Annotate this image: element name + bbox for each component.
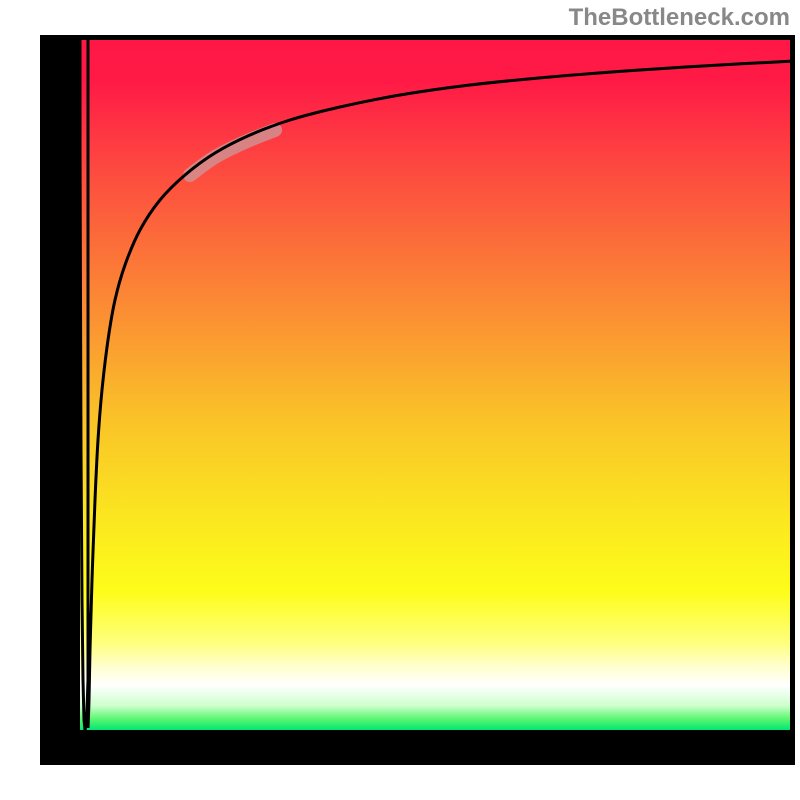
gradient-background [80,40,790,730]
axis-frame-left [40,35,80,765]
watermark-label: TheBottleneck.com [569,4,790,32]
bottleneck-chart [0,0,800,800]
axis-frame-bottom [40,730,795,765]
plot-area [40,35,795,765]
axis-frame-top [40,35,795,40]
chart-container: TheBottleneck.com [0,0,800,800]
axis-frame-right [790,35,795,765]
